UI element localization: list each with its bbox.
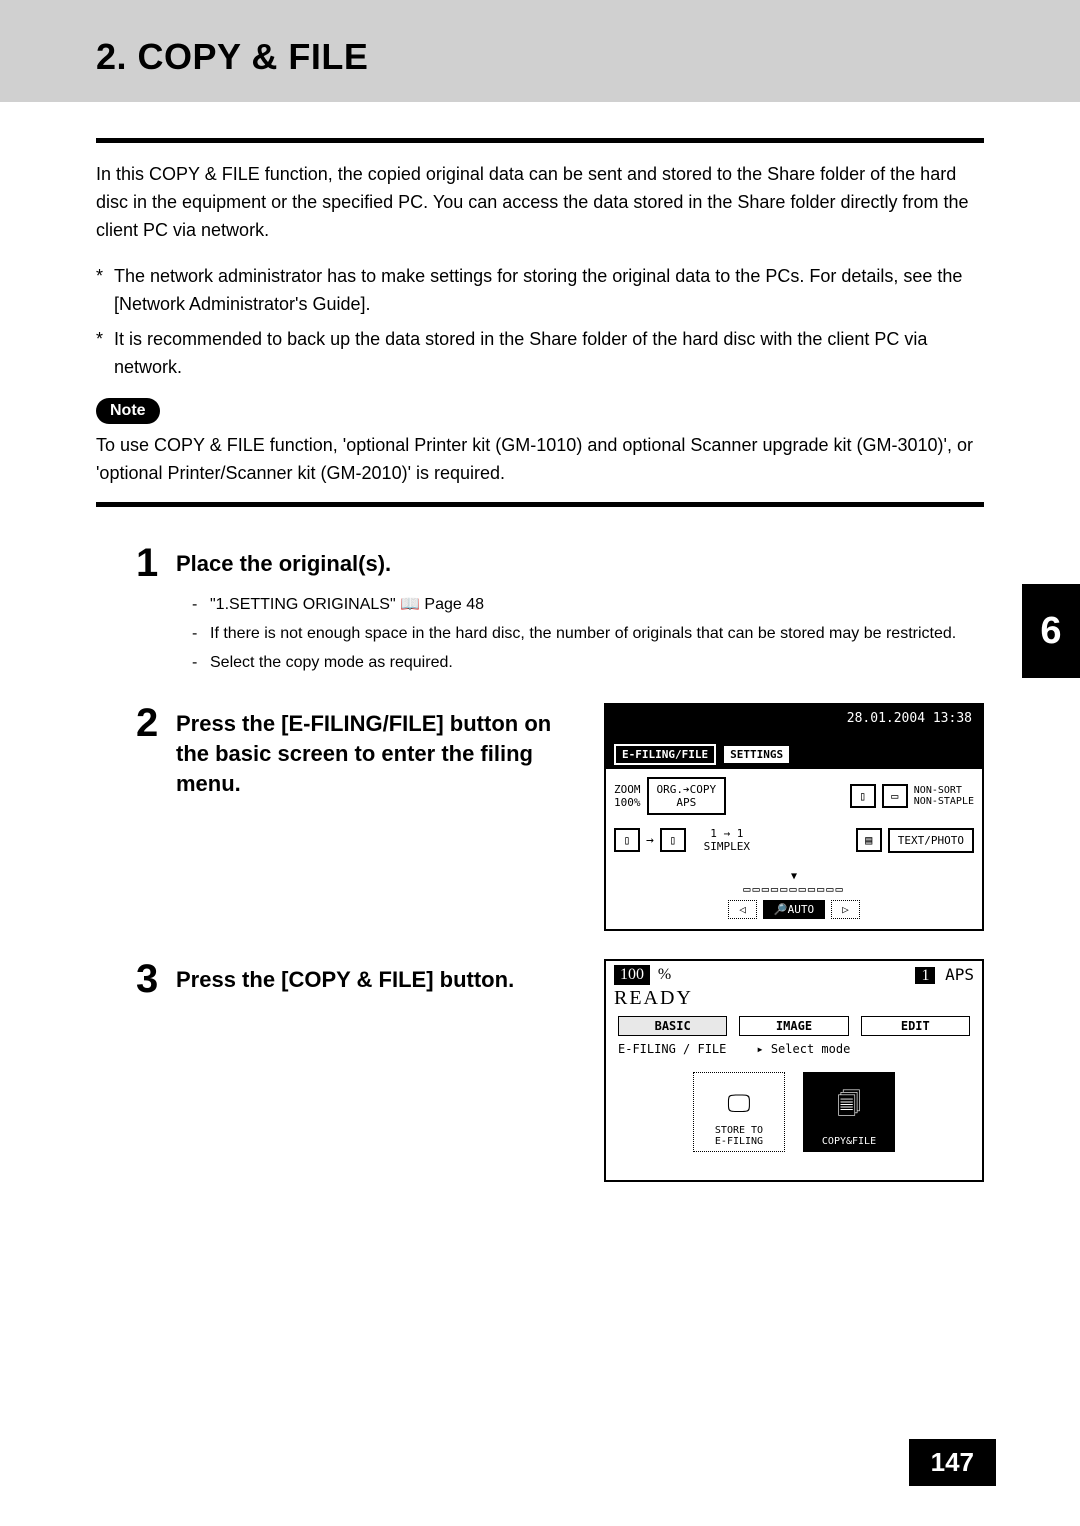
step-number: 2 — [136, 703, 176, 743]
intro-paragraph: In this COPY & FILE function, the copied… — [96, 161, 984, 245]
rule-top — [96, 138, 984, 143]
lcd-screenshot-basic: 28.01.2004 13:38 E-FILING/FILE SETTINGS … — [604, 703, 984, 931]
step-number: 1 — [136, 543, 176, 583]
lcd-btn-store: 🖵 STORE TO E-FILING — [693, 1072, 785, 1152]
doc-icon: ▭ — [882, 784, 908, 808]
lcd-tray-slots: ▭▭▭▭▭▭▭▭▭▭▭ — [614, 882, 974, 896]
bullet-marker: * — [96, 263, 114, 319]
step-3: 3 Press the [COPY & FILE] button. 100 % … — [136, 959, 984, 1182]
step-sub-text: "1.SETTING ORIGINALS" 📖 Page 48 — [210, 593, 484, 618]
copyfile-icon: 🗐 — [837, 1087, 861, 1128]
lcd-zoom: 100 — [614, 965, 650, 985]
lcd-btn-copyfile: 🗐 COPY&FILE — [803, 1072, 895, 1152]
lcd-org-copy: ORG.➔COPY APS — [647, 777, 727, 815]
lcd-tab-basic: BASIC — [618, 1016, 727, 1036]
bullet-item: * It is recommended to back up the data … — [96, 326, 984, 382]
lcd-textphoto: TEXT/PHOTO — [888, 828, 974, 853]
bullet-item: * The network administrator has to make … — [96, 263, 984, 319]
store-icon: 🖵 — [727, 1089, 750, 1117]
lcd-tab-settings: SETTINGS — [722, 744, 791, 765]
bullet-text: The network administrator has to make se… — [114, 263, 984, 319]
lcd-datetime: 28.01.2004 13:38 — [606, 705, 982, 744]
bullet-marker: * — [96, 326, 114, 382]
page-icon: ▯ — [614, 828, 640, 852]
step-title: Press the [COPY & FILE] button. — [176, 959, 514, 995]
step-sub-text: If there is not enough space in the hard… — [210, 622, 956, 647]
lcd-tray-right: ▷ — [831, 900, 860, 919]
section-title: 2. COPY & FILE — [96, 36, 1080, 78]
lcd-tab-edit: EDIT — [861, 1016, 970, 1036]
page-content: In this COPY & FILE function, the copied… — [0, 102, 1080, 1182]
lcd-screenshot-filing: 100 % 1 APS READY BASIC IMAGE EDIT E-FIL… — [604, 959, 984, 1182]
lcd-aps: APS — [945, 965, 974, 984]
bullet-text: It is recommended to back up the data st… — [114, 326, 984, 382]
lcd-sub-right: ▸ Select mode — [756, 1042, 850, 1056]
step-1: 1 Place the original(s). -"1.SETTING ORI… — [136, 543, 984, 675]
lcd-simplex: 1 → 1 SIMPLEX — [692, 823, 762, 857]
lcd-ready: READY — [606, 987, 982, 1016]
note-badge: Note — [96, 398, 160, 424]
bullet-list: * The network administrator has to make … — [96, 263, 984, 383]
page-icon: ▯ — [660, 828, 686, 852]
step-sub-text: Select the copy mode as required. — [210, 651, 453, 676]
step-number: 3 — [136, 959, 176, 999]
steps-list: 1 Place the original(s). -"1.SETTING ORI… — [96, 543, 984, 1182]
arrow-icon: → — [646, 833, 654, 848]
page-number: 147 — [909, 1439, 996, 1486]
doc-icon: ▯ — [850, 784, 876, 808]
rule-bottom — [96, 502, 984, 507]
note-text: To use COPY & FILE function, 'optional P… — [96, 432, 984, 488]
lcd-sub-left: E-FILING / FILE — [618, 1042, 726, 1056]
lcd-tray-auto: 🔎AUTO — [763, 900, 825, 919]
step-title: Press the [E-FILING/FILE] button on the … — [176, 703, 584, 798]
lcd-zoom-label: ZOOM — [614, 783, 641, 796]
lcd-tab-image: IMAGE — [739, 1016, 848, 1036]
step-subitems: -"1.SETTING ORIGINALS" 📖 Page 48 -If the… — [192, 593, 984, 675]
step-2: 2 Press the [E-FILING/FILE] button on th… — [136, 703, 984, 931]
lcd-nonsort: NON-SORT NON-STAPLE — [914, 785, 974, 807]
lcd-count: 1 — [915, 967, 935, 984]
lcd-tab-efiling: E-FILING/FILE — [614, 744, 716, 765]
lcd-tray-left: ◁ — [728, 900, 757, 919]
image-icon: ▤ — [856, 828, 882, 852]
step-title: Place the original(s). — [176, 543, 391, 579]
section-header: 2. COPY & FILE — [0, 0, 1080, 102]
lcd-pct: % — [658, 966, 671, 983]
lcd-zoom-value: 100% — [614, 796, 641, 809]
chapter-tab: 6 — [1022, 584, 1080, 678]
